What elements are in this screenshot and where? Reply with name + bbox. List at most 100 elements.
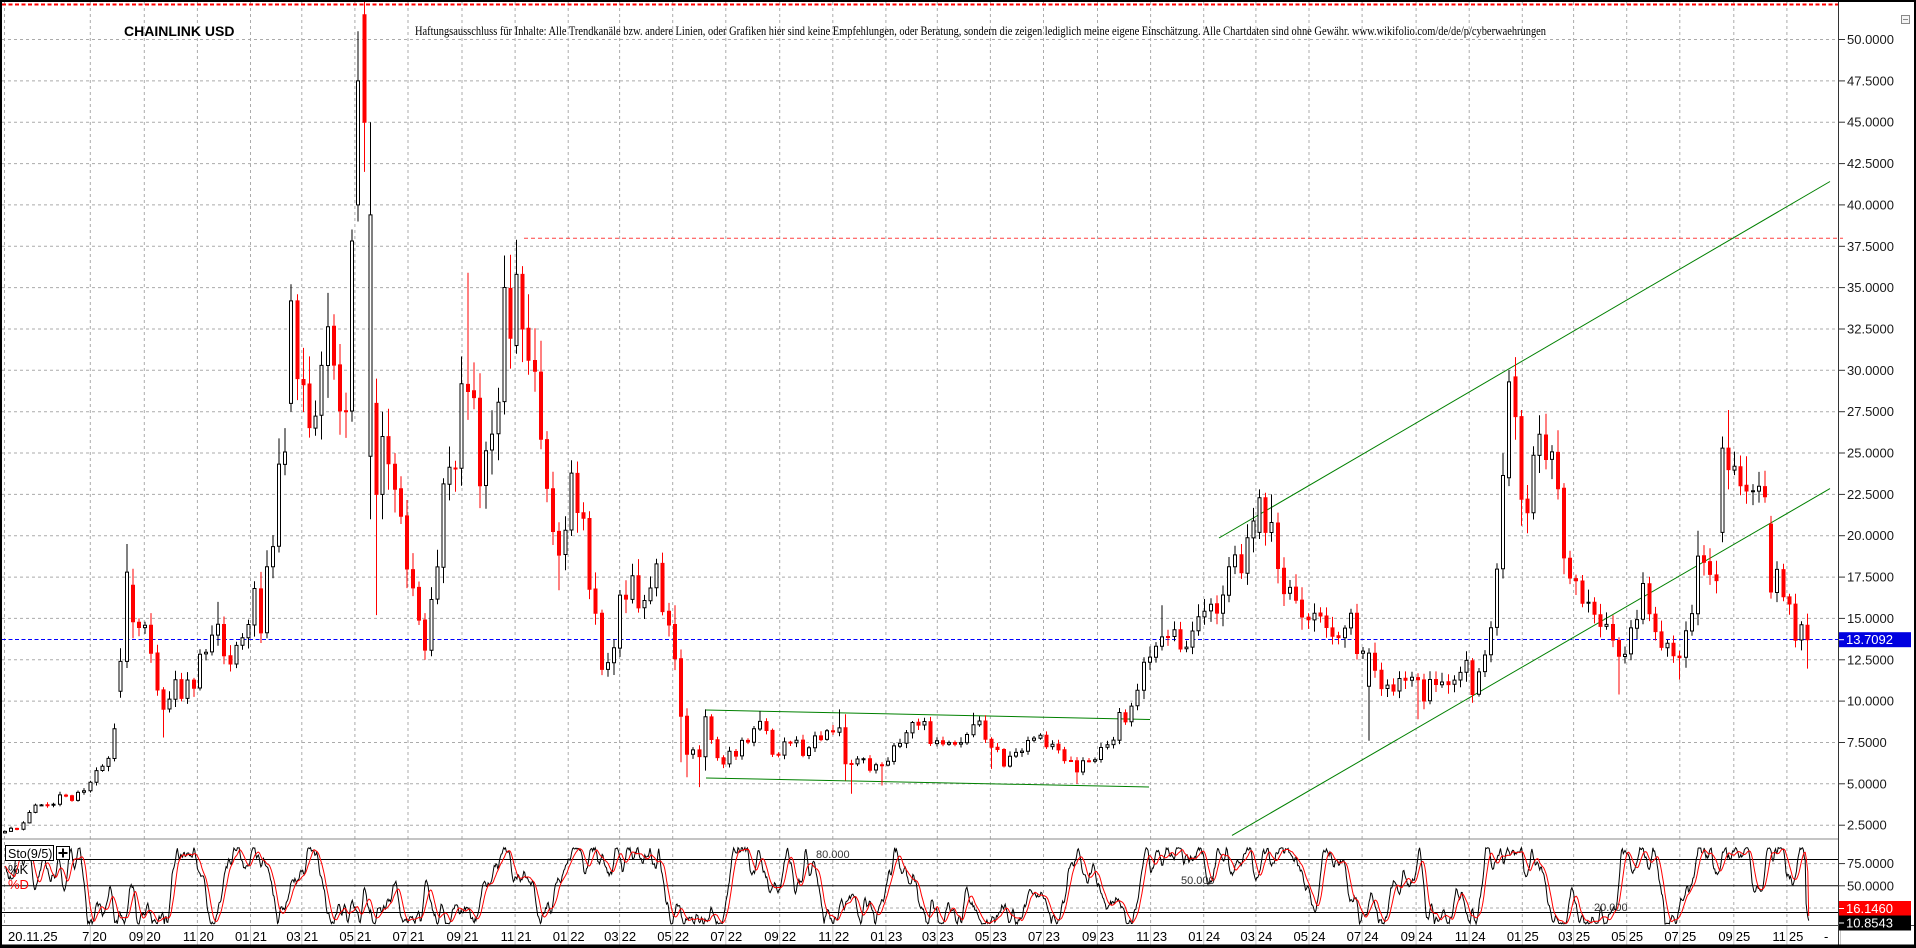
svg-text:25: 25 — [1629, 929, 1643, 944]
svg-text:01: 01 — [553, 929, 567, 944]
svg-text:13.7092: 13.7092 — [1846, 632, 1893, 647]
svg-text:22: 22 — [570, 929, 584, 944]
svg-text:Sto(9/5): Sto(9/5) — [8, 847, 52, 861]
svg-text:23: 23 — [888, 929, 902, 944]
svg-text:23: 23 — [1153, 929, 1167, 944]
svg-text:22: 22 — [782, 929, 796, 944]
svg-text:7.5000: 7.5000 — [1847, 735, 1887, 750]
svg-text:09: 09 — [129, 929, 143, 944]
svg-text:01: 01 — [235, 929, 249, 944]
svg-text:01: 01 — [1188, 929, 1202, 944]
svg-text:25: 25 — [1576, 929, 1590, 944]
svg-text:10.0000: 10.0000 — [1847, 694, 1894, 709]
svg-text:42.5000: 42.5000 — [1847, 156, 1894, 171]
svg-text:01: 01 — [1507, 929, 1521, 944]
svg-text:03: 03 — [604, 929, 618, 944]
svg-text:32.5000: 32.5000 — [1847, 322, 1894, 337]
svg-text:09: 09 — [764, 929, 778, 944]
svg-text:07: 07 — [1664, 929, 1678, 944]
svg-text:Haftungsausschluss für Inhalte: Haftungsausschluss für Inhalte: Alle Tre… — [415, 24, 1547, 38]
svg-text:23: 23 — [1046, 929, 1060, 944]
svg-text:10.8543: 10.8543 — [1846, 916, 1893, 931]
svg-text:21: 21 — [410, 929, 424, 944]
svg-text:11: 11 — [818, 929, 832, 944]
svg-text:11: 11 — [1136, 929, 1150, 944]
svg-text:21: 21 — [464, 929, 478, 944]
svg-text:07: 07 — [1347, 929, 1361, 944]
svg-text:05: 05 — [339, 929, 353, 944]
svg-text:50.000: 50.000 — [1181, 875, 1215, 887]
svg-text:20: 20 — [146, 929, 160, 944]
svg-text:40.0000: 40.0000 — [1847, 197, 1894, 212]
svg-text:23: 23 — [1100, 929, 1114, 944]
svg-text:09: 09 — [1401, 929, 1415, 944]
svg-text:25: 25 — [1524, 929, 1538, 944]
svg-text:20.0000: 20.0000 — [1847, 528, 1894, 543]
svg-text:23: 23 — [939, 929, 953, 944]
svg-text:25: 25 — [1682, 929, 1696, 944]
svg-text:22: 22 — [835, 929, 849, 944]
svg-text:24: 24 — [1311, 929, 1325, 944]
svg-text:30.0000: 30.0000 — [1847, 363, 1894, 378]
svg-text:35.0000: 35.0000 — [1847, 280, 1894, 295]
svg-text:11: 11 — [501, 929, 515, 944]
svg-text:01: 01 — [870, 929, 884, 944]
svg-text:15.0000: 15.0000 — [1847, 611, 1894, 626]
svg-text:7: 7 — [82, 929, 89, 944]
svg-text:47.5000: 47.5000 — [1847, 73, 1894, 88]
svg-text:17.5000: 17.5000 — [1847, 570, 1894, 585]
svg-text:%K: %K — [8, 862, 29, 877]
svg-text:24: 24 — [1206, 929, 1220, 944]
svg-text:11: 11 — [1772, 929, 1786, 944]
svg-text:20.11.25: 20.11.25 — [8, 929, 58, 944]
svg-text:50.0000: 50.0000 — [1847, 878, 1894, 893]
svg-text:22.5000: 22.5000 — [1847, 487, 1894, 502]
svg-text:12.5000: 12.5000 — [1847, 652, 1894, 667]
svg-text:21: 21 — [517, 929, 531, 944]
svg-text:03: 03 — [286, 929, 300, 944]
svg-text:03: 03 — [1558, 929, 1572, 944]
svg-text:03: 03 — [1240, 929, 1254, 944]
svg-text:05: 05 — [1611, 929, 1625, 944]
svg-text:07: 07 — [393, 929, 407, 944]
svg-text:05: 05 — [1294, 929, 1308, 944]
svg-text:07: 07 — [1028, 929, 1042, 944]
svg-text:25: 25 — [1736, 929, 1750, 944]
svg-text:09: 09 — [1082, 929, 1096, 944]
svg-text:25.0000: 25.0000 — [1847, 446, 1894, 461]
svg-text:20: 20 — [199, 929, 213, 944]
svg-text:21: 21 — [357, 929, 371, 944]
svg-text:07: 07 — [710, 929, 724, 944]
svg-text:37.5000: 37.5000 — [1847, 239, 1894, 254]
svg-text:09: 09 — [1718, 929, 1732, 944]
svg-text:22: 22 — [728, 929, 742, 944]
svg-text:23: 23 — [992, 929, 1006, 944]
svg-text:21: 21 — [304, 929, 318, 944]
svg-text:CHAINLINK USD: CHAINLINK USD — [124, 23, 234, 39]
svg-text:20.000: 20.000 — [1594, 902, 1628, 914]
svg-text:11: 11 — [1455, 929, 1469, 944]
svg-text:50.0000: 50.0000 — [1847, 32, 1894, 47]
svg-text:22: 22 — [622, 929, 636, 944]
svg-text:27.5000: 27.5000 — [1847, 404, 1894, 419]
svg-text:45.0000: 45.0000 — [1847, 115, 1894, 130]
svg-text:09: 09 — [447, 929, 461, 944]
svg-text:80.000: 80.000 — [816, 849, 850, 861]
svg-text:24: 24 — [1418, 929, 1432, 944]
svg-text:05: 05 — [975, 929, 989, 944]
svg-text:5.0000: 5.0000 — [1847, 776, 1887, 791]
svg-text:05: 05 — [657, 929, 671, 944]
svg-text:11: 11 — [183, 929, 197, 944]
svg-text:-: - — [1824, 929, 1828, 944]
svg-text:75.0000: 75.0000 — [1847, 856, 1894, 871]
svg-text:16.1460: 16.1460 — [1846, 901, 1893, 916]
svg-text:24: 24 — [1258, 929, 1272, 944]
svg-text:%D: %D — [8, 877, 29, 892]
svg-text:21: 21 — [253, 929, 267, 944]
svg-text:25: 25 — [1789, 929, 1803, 944]
svg-text:24: 24 — [1364, 929, 1378, 944]
svg-text:24: 24 — [1471, 929, 1485, 944]
svg-text:2.5000: 2.5000 — [1847, 818, 1887, 833]
svg-text:20: 20 — [92, 929, 106, 944]
svg-text:03: 03 — [922, 929, 936, 944]
